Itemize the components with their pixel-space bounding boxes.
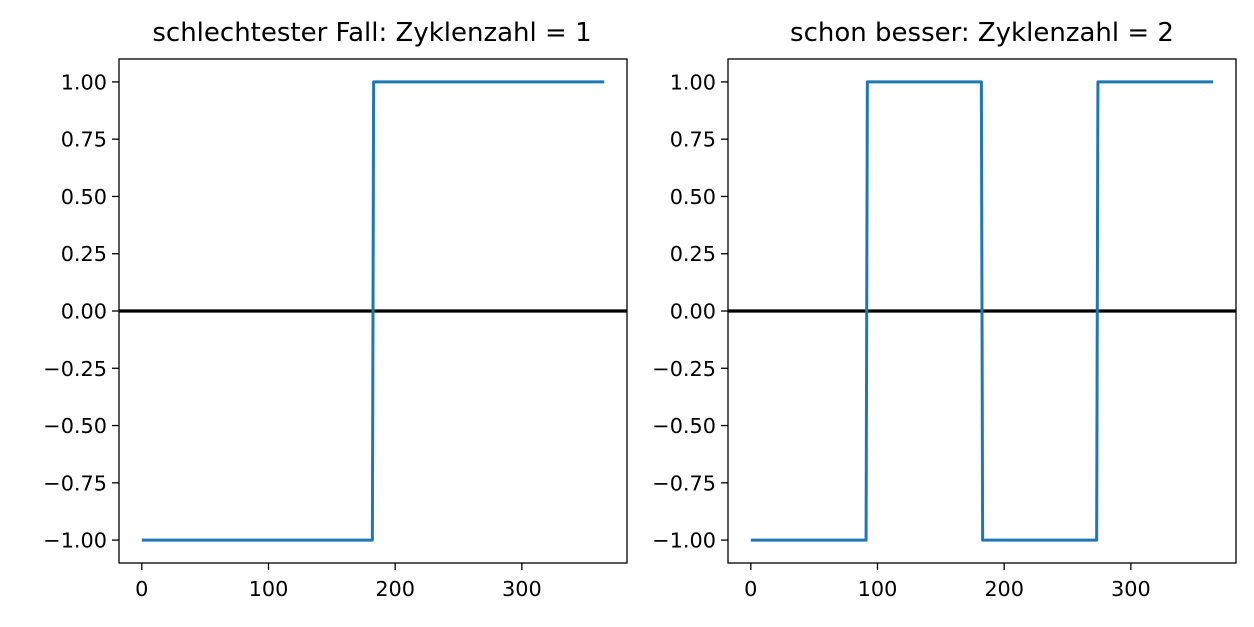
chart-title: schlechtester Fall: Zyklenzahl = 1: [152, 18, 591, 48]
x-tick-label: 200: [375, 577, 415, 601]
y-tick-label: 0.50: [670, 185, 716, 209]
y-tick-label: −1.00: [652, 529, 716, 553]
y-tick-label: 0.75: [61, 128, 107, 152]
x-tick-label: 300: [502, 577, 542, 601]
series-line: [750, 80, 1214, 542]
y-tick-label: 0.75: [670, 128, 716, 152]
subplot-1: schlechtester Fall: Zyklenzahl = 1 0 100 2…: [43, 18, 628, 601]
y-tick-label: −0.50: [652, 414, 716, 438]
y-tick-label: 1.00: [61, 70, 107, 94]
y-tick-label: −0.25: [652, 357, 716, 381]
y-tick-label: −0.25: [43, 357, 107, 381]
y-tick-label: 0.50: [61, 185, 107, 209]
y-tick-label: −0.75: [652, 471, 716, 495]
x-tick-label: 200: [984, 577, 1024, 601]
y-tick-label: 0.00: [670, 300, 716, 324]
x-tick-label: 300: [1111, 577, 1151, 601]
x-tick-label: 0: [135, 577, 148, 601]
y-tick-label: −0.75: [43, 471, 107, 495]
x-tick-label: 0: [744, 577, 757, 601]
y-tick-label: 0.00: [61, 300, 107, 324]
y-tick-label: −0.50: [43, 414, 107, 438]
series-line: [141, 80, 605, 542]
y-tick-label: −1.00: [43, 529, 107, 553]
x-tick-label: 100: [858, 577, 898, 601]
y-tick-label: 0.25: [670, 242, 716, 266]
y-tick-label: 0.25: [61, 242, 107, 266]
subplot-2: schon besser: Zyklenzahl = 2 0 100 200 300 1…: [652, 18, 1237, 601]
x-tick-label: 100: [249, 577, 289, 601]
y-tick-label: 1.00: [670, 70, 716, 94]
chart-title: schon besser: Zyklenzahl = 2: [790, 18, 1174, 48]
